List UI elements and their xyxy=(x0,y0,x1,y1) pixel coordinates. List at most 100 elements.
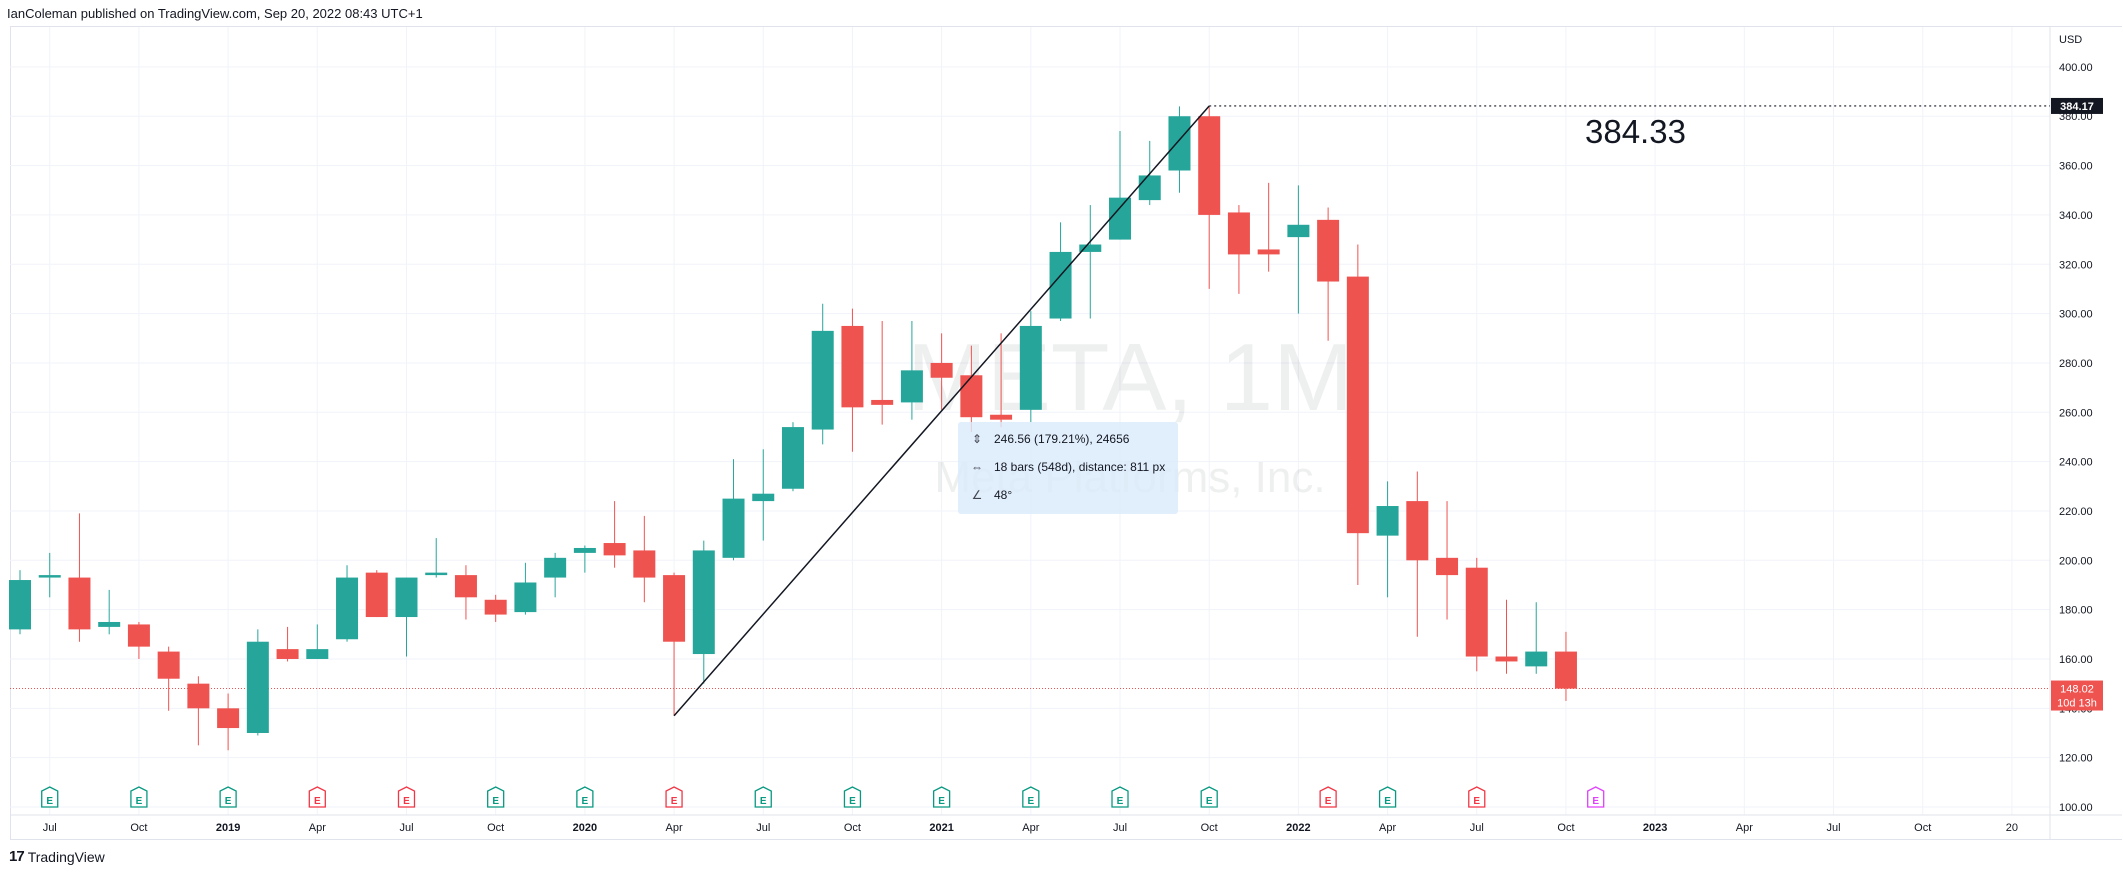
candle[interactable] xyxy=(1287,185,1310,314)
earnings-marker[interactable]: E xyxy=(1319,786,1337,808)
candle[interactable] xyxy=(98,589,121,635)
candle[interactable] xyxy=(544,552,567,598)
trend-line[interactable] xyxy=(673,105,1210,717)
earnings-marker-shape xyxy=(1022,786,1040,808)
candle[interactable] xyxy=(38,552,61,598)
candle[interactable] xyxy=(68,513,91,642)
earnings-marker-label: E xyxy=(938,796,945,807)
candle-body xyxy=(1287,224,1310,238)
x-tick-label: 20 xyxy=(2006,822,2018,834)
candle[interactable] xyxy=(841,308,864,452)
x-tick-label: Oct xyxy=(487,822,504,834)
candle[interactable] xyxy=(1406,471,1429,637)
candle-body xyxy=(781,427,804,489)
earnings-marker[interactable]: E xyxy=(932,786,951,808)
candle[interactable] xyxy=(781,422,804,492)
candle-body xyxy=(1019,325,1042,410)
tradingview-logo[interactable]: 17 TradingView xyxy=(9,848,105,865)
earnings-marker-label: E xyxy=(1117,796,1124,807)
chart-pane[interactable] xyxy=(10,26,2122,840)
candle[interactable] xyxy=(425,538,448,578)
candle[interactable] xyxy=(395,577,418,657)
candle[interactable] xyxy=(127,621,150,659)
candle-body xyxy=(1525,651,1548,667)
candle[interactable] xyxy=(514,562,537,615)
x-tick-label: Jul xyxy=(1113,822,1127,834)
earnings-marker[interactable]: E xyxy=(397,786,416,808)
candle-body xyxy=(157,651,180,679)
candle[interactable] xyxy=(871,321,894,425)
candle[interactable] xyxy=(603,501,626,568)
candle[interactable] xyxy=(484,594,507,622)
candle[interactable] xyxy=(1436,501,1459,620)
candle[interactable] xyxy=(960,345,983,433)
candle[interactable] xyxy=(900,321,923,420)
candle[interactable] xyxy=(1257,182,1280,272)
candle[interactable] xyxy=(990,333,1013,428)
candle[interactable] xyxy=(692,540,715,684)
earnings-marker[interactable]: E xyxy=(1111,786,1129,808)
candle-body xyxy=(276,649,299,659)
earnings-marker[interactable]: E xyxy=(665,786,683,808)
candle[interactable] xyxy=(1109,131,1132,240)
candle[interactable] xyxy=(1554,631,1577,701)
y-tick-label: 360.00 xyxy=(2059,161,2093,173)
candle[interactable] xyxy=(1495,599,1518,674)
candle[interactable] xyxy=(1079,205,1102,319)
candle[interactable] xyxy=(217,693,240,751)
candle[interactable] xyxy=(1049,222,1072,322)
candle[interactable] xyxy=(1376,481,1399,598)
x-tick-label: Apr xyxy=(665,822,682,834)
candle[interactable] xyxy=(246,629,269,736)
candle[interactable] xyxy=(930,333,953,410)
earnings-marker[interactable]: E xyxy=(1022,786,1040,808)
earnings-marker[interactable]: E xyxy=(1587,786,1605,808)
earnings-marker[interactable]: E xyxy=(754,786,772,808)
candle[interactable] xyxy=(1168,106,1191,193)
candle[interactable] xyxy=(573,545,596,573)
candle[interactable] xyxy=(1525,602,1548,674)
earnings-marker-label: E xyxy=(671,796,678,807)
earnings-marker[interactable]: E xyxy=(1378,786,1397,808)
earnings-marker[interactable]: E xyxy=(576,786,594,808)
candle[interactable] xyxy=(157,646,180,711)
candle[interactable] xyxy=(1465,557,1488,672)
earnings-marker[interactable]: E xyxy=(219,786,237,808)
measure-angle: 48° xyxy=(994,488,1013,502)
candle[interactable] xyxy=(633,515,656,603)
earnings-marker[interactable]: E xyxy=(1200,786,1218,808)
y-tick-label: 280.00 xyxy=(2059,358,2093,370)
candle-body xyxy=(841,325,864,408)
candle[interactable] xyxy=(276,626,299,662)
candle[interactable] xyxy=(1317,207,1340,341)
candle[interactable] xyxy=(722,459,745,561)
earnings-marker[interactable]: E xyxy=(487,786,505,808)
candle[interactable] xyxy=(663,572,686,716)
earnings-marker-shape xyxy=(754,786,772,808)
candles xyxy=(9,106,1577,751)
candle[interactable] xyxy=(1227,205,1250,294)
candle[interactable] xyxy=(187,676,210,746)
earnings-marker[interactable]: E xyxy=(843,786,862,808)
candle[interactable] xyxy=(1346,244,1369,585)
candle[interactable] xyxy=(306,624,329,659)
x-tick-label: Oct xyxy=(1914,822,1931,834)
candle[interactable] xyxy=(1019,311,1042,423)
x-tick-label: Oct xyxy=(130,822,147,834)
earnings-marker[interactable]: E xyxy=(41,786,59,808)
earnings-marker-label: E xyxy=(849,796,856,807)
y-tick-label: 100.00 xyxy=(2059,802,2093,814)
earnings-marker[interactable]: E xyxy=(1468,786,1486,808)
candle[interactable] xyxy=(365,570,388,618)
candle[interactable] xyxy=(336,565,359,642)
earnings-marker[interactable]: E xyxy=(130,786,148,808)
candle[interactable] xyxy=(454,565,477,620)
measure-bars: 18 bars (548d), distance: 811 px xyxy=(994,460,1166,474)
candle[interactable] xyxy=(1198,106,1221,289)
earnings-marker[interactable]: E xyxy=(308,786,326,808)
candle[interactable] xyxy=(811,303,834,445)
candle[interactable] xyxy=(9,570,31,635)
candle-body xyxy=(930,362,953,378)
x-tick-label: Jul xyxy=(1470,822,1484,834)
candle[interactable] xyxy=(752,449,775,541)
